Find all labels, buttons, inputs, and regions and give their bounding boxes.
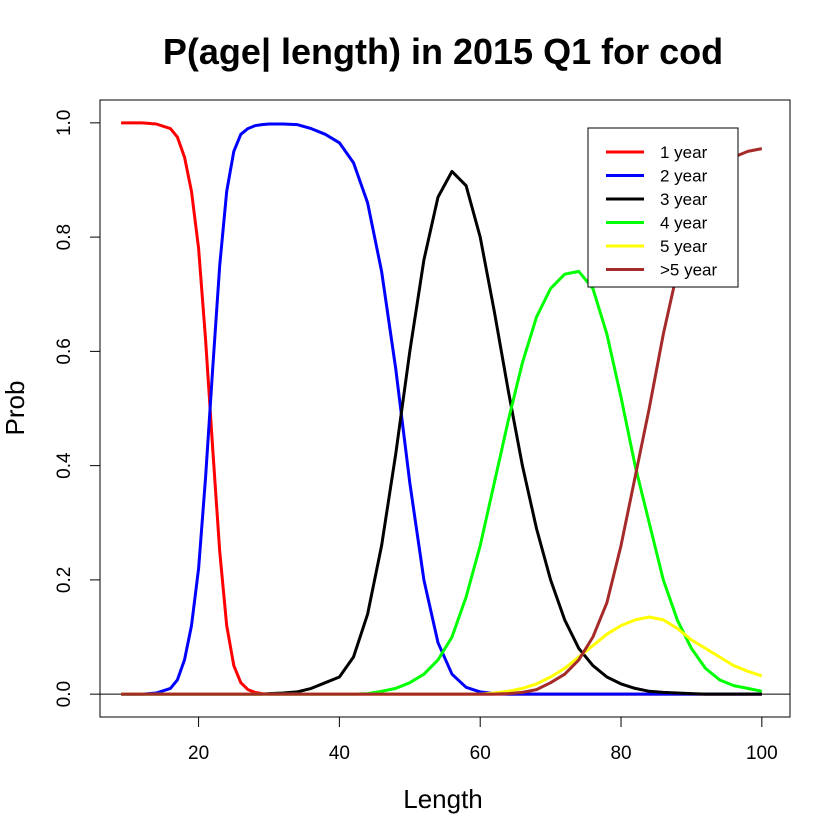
chart-title: P(age| length) in 2015 Q1 for cod xyxy=(163,31,723,73)
legend-entry: 1 year xyxy=(660,143,708,162)
y-tick-label: 1.0 xyxy=(54,110,75,136)
legend-entry: 2 year xyxy=(660,167,708,186)
legend-entry: 3 year xyxy=(660,190,708,209)
x-axis-label: Length xyxy=(403,784,483,814)
legend: 1 year 2 year 3 year 4 year 5 year >5 year xyxy=(587,127,739,288)
series-line-6 xyxy=(121,147,763,696)
series-line-4 xyxy=(121,269,763,696)
series-lines xyxy=(121,121,763,696)
x-tick-label: 80 xyxy=(610,743,631,764)
series-line-2 xyxy=(121,122,762,696)
x-tick-label: 60 xyxy=(470,743,491,764)
x-tick-label: 100 xyxy=(746,743,778,764)
y-tick-label: 0.4 xyxy=(54,452,75,479)
y-tick-label: 0.0 xyxy=(54,681,75,707)
legend-entry: >5 year xyxy=(660,261,718,280)
y-tick-label: 0.2 xyxy=(54,567,75,593)
x-tick-label: 20 xyxy=(188,743,209,764)
legend-entry: 5 year xyxy=(660,237,708,256)
x-axis: 20 40 60 80 100 xyxy=(188,716,778,764)
y-tick-label: 0.8 xyxy=(54,224,75,250)
y-axis-label: Prob xyxy=(0,381,30,436)
y-axis: 0.0 0.2 0.4 0.6 0.8 1.0 xyxy=(54,110,101,707)
legend-entry: 4 year xyxy=(660,214,708,233)
x-tick-label: 40 xyxy=(329,743,350,764)
legend-box xyxy=(587,127,739,288)
y-tick-label: 0.6 xyxy=(54,338,75,364)
